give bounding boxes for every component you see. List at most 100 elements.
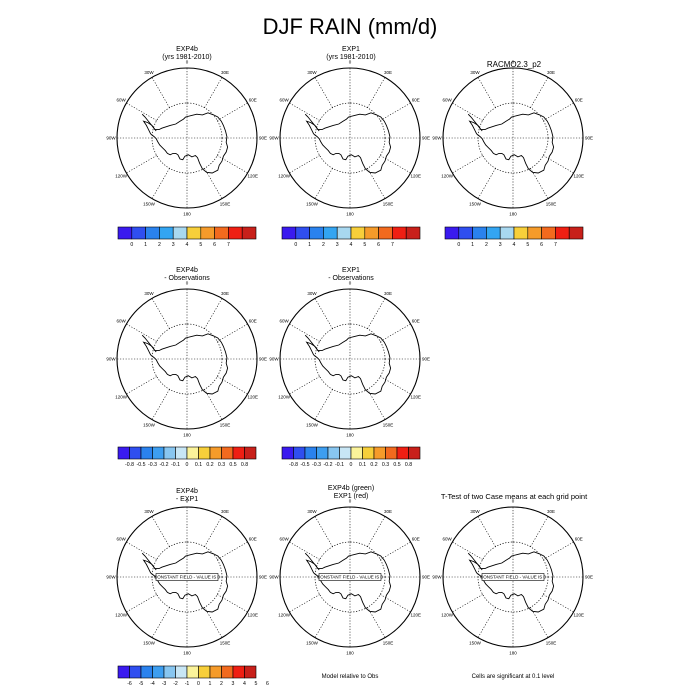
longitude-label: 90E xyxy=(259,575,267,580)
colorbar-tick-label: 3 xyxy=(232,681,235,687)
panel-7-title: EXP4b (green) EXP1 (red) xyxy=(271,485,431,501)
colorbar-swatch xyxy=(385,446,398,460)
panel-1-title: EXP4b (yrs 1981-2010) xyxy=(107,46,267,62)
colorbar-tick-label: 0.2 xyxy=(370,462,377,468)
meridian-line xyxy=(367,516,386,547)
colorbar-panel-4: -0.8 -0.5 -0.3 -0.2 -0.1 0 0.1 0.2 0.3 0.5 0.8 xyxy=(117,446,257,468)
panel-7-title-line-1: EXP4b (green) xyxy=(327,485,375,492)
colorbar-tick-label: 0.8 xyxy=(241,462,248,468)
meridian-line xyxy=(126,541,157,560)
longitude-label: 150E xyxy=(383,423,394,428)
colorbar-tick-label: 2 xyxy=(220,681,223,687)
meridian-line xyxy=(151,168,170,199)
map-boundary-circle xyxy=(442,506,584,648)
panel-8-note: Cells are significant at 0.1 level xyxy=(471,674,555,680)
longitude-label: 180 xyxy=(183,651,191,656)
colorbar-panel-5: -0.8 -0.5 -0.3 -0.2 -0.1 0 0.1 0.2 0.3 0.5 0.8 xyxy=(281,446,421,468)
meridian-line xyxy=(151,298,170,329)
panel-2-title: EXP1 (yrs 1981-2010) xyxy=(271,46,431,62)
colorbar-tick-label: 0.3 xyxy=(382,462,389,468)
meridian-line xyxy=(217,594,248,613)
colorbar-swatch xyxy=(327,446,340,460)
longitude-label: 120E xyxy=(411,174,422,179)
colorbar-tick-label: 0 xyxy=(350,462,353,468)
colorbar-swatch xyxy=(499,226,515,240)
longitude-label: 180 xyxy=(346,212,354,217)
longitude-label: 180 xyxy=(509,651,517,656)
meridian-line xyxy=(380,323,411,342)
longitude-label: 30E xyxy=(547,509,555,514)
meridian-line xyxy=(314,298,333,329)
colorbar-tick-label: 4 xyxy=(350,242,353,248)
colorbar-swatch xyxy=(117,226,133,240)
colorbar-tick-label: 1 xyxy=(471,242,474,248)
colorbar-swatch xyxy=(339,446,352,460)
colorbar-tick-label: -0.3 xyxy=(312,462,321,468)
colorbar-tick-label: -0.2 xyxy=(160,462,169,468)
longitude-label: 0 xyxy=(186,60,189,65)
colorbar-tick-label: 0 xyxy=(197,681,200,687)
colorbar-swatch xyxy=(163,665,176,679)
panel-8-title-line-1: T-Test of two Case means at each grid po… xyxy=(440,492,588,501)
longitude-label: 150E xyxy=(220,641,231,646)
meridian-line xyxy=(380,155,411,174)
peninsula-coastline xyxy=(304,552,320,571)
constant-field-label: CONSTANT FIELD - VALUE IS 0 xyxy=(154,575,221,580)
colorbar-swatch xyxy=(555,226,570,240)
colorbar-swatch xyxy=(323,226,338,240)
longitude-label: 120E xyxy=(574,174,585,179)
constant-field-label: CONSTANT FIELD - VALUE IS 0 xyxy=(317,575,384,580)
longitude-label: 180 xyxy=(346,651,354,656)
colorbar-tick-label: 6 xyxy=(540,242,543,248)
colorbar-tick-label: 0.1 xyxy=(359,462,366,468)
meridian-line xyxy=(380,594,411,613)
map-boundary-circle xyxy=(116,288,258,430)
longitude-label: 30W xyxy=(470,70,480,75)
meridian-line xyxy=(543,541,574,560)
meridian-line xyxy=(289,594,320,613)
colorbar-swatch xyxy=(209,446,222,460)
meridian-line xyxy=(314,389,333,420)
colorbar-tick-label: -2 xyxy=(173,681,178,687)
longitude-label: 90E xyxy=(585,136,593,141)
colorbar-swatch xyxy=(472,226,487,240)
longitude-label: 120E xyxy=(248,613,259,618)
panel-6-title: EXP4b - EXP1 xyxy=(107,488,267,504)
colorbar-tick-label: 2 xyxy=(158,242,161,248)
colorbar-swatch xyxy=(186,446,199,460)
longitude-label: 120E xyxy=(574,613,585,618)
colorbar-swatch xyxy=(293,446,306,460)
colorbar-swatch xyxy=(221,446,234,460)
map-boundary-circle xyxy=(116,506,258,648)
longitude-label: 90W xyxy=(432,575,442,580)
colorbar-swatch xyxy=(527,226,542,240)
colorbar-swatch xyxy=(350,446,363,460)
colorbar-swatch xyxy=(350,226,366,240)
map-panel-7: 0 30E 60E 90E 120E 150E 180 150W 120W 90W 60W 30W CO… xyxy=(269,499,430,656)
longitude-label: 120E xyxy=(248,174,259,179)
colorbar-swatch xyxy=(281,226,297,240)
longitude-label: 30E xyxy=(547,70,555,75)
longitude-label: 120W xyxy=(278,613,291,618)
longitude-label: 30E xyxy=(384,509,392,514)
meridian-line xyxy=(151,77,170,108)
colorbar-tick-label: 6 xyxy=(377,242,380,248)
meridian-line xyxy=(530,77,549,108)
longitude-label: 60W xyxy=(117,98,127,103)
colorbar-tick-label: -1 xyxy=(185,681,190,687)
colorbar-swatch xyxy=(362,446,375,460)
colorbar-tick-label: 7 xyxy=(554,242,557,248)
longitude-label: 120W xyxy=(278,395,291,400)
meridian-line xyxy=(530,168,549,199)
colorbar-swatch xyxy=(232,665,245,679)
panel-8-title: T-Test of two Case means at each grid po… xyxy=(424,493,604,501)
map-boundary-circle xyxy=(279,67,421,209)
panel-2-title-line-2: (yrs 1981-2010) xyxy=(326,54,376,61)
colorbar-swatch xyxy=(373,446,386,460)
meridian-line xyxy=(477,516,496,547)
colorbar-tick-label: 0 xyxy=(130,242,133,248)
colorbar-swatch xyxy=(444,226,460,240)
longitude-label: 150W xyxy=(306,641,319,646)
meridian-line xyxy=(367,298,386,329)
longitude-label: 0 xyxy=(349,60,352,65)
